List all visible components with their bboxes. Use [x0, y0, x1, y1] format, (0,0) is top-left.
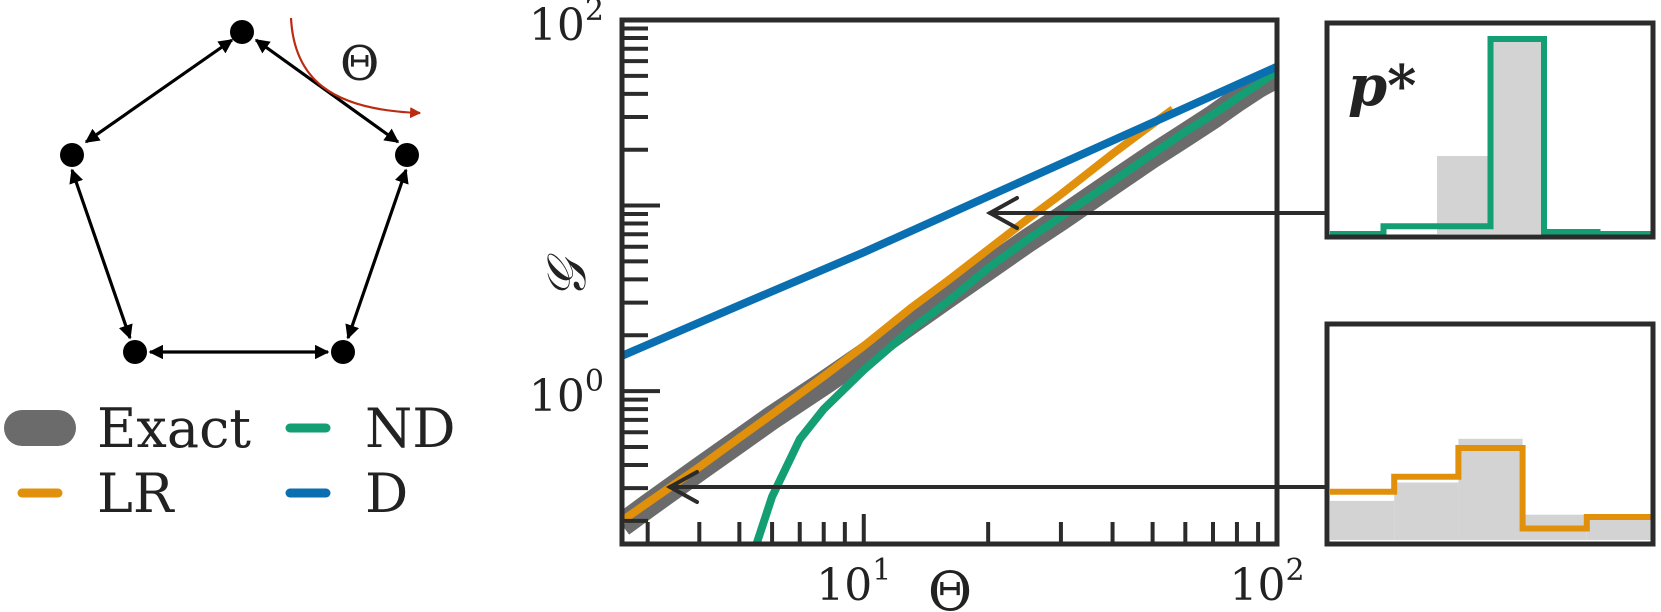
- hist-bg-bar: [1490, 39, 1544, 234]
- main-ticks: [622, 18, 1279, 544]
- theta-label: Θ: [340, 36, 379, 92]
- main-tick-labels: 101 102 100 102: [529, 0, 1305, 611]
- graph-node: [230, 20, 254, 44]
- inset-top-frame: [1324, 20, 1656, 240]
- legend-d-label: D: [365, 462, 408, 525]
- edge-top-left: [84, 38, 234, 144]
- legend: Exact ND LR D: [4, 397, 456, 525]
- legend-exact-label: Exact: [97, 397, 251, 460]
- inset-top: p*: [1324, 20, 1656, 240]
- inset-top-title: p*: [1348, 53, 1416, 119]
- y-axis-label: 𝒢: [535, 252, 598, 299]
- graph-node: [60, 143, 84, 167]
- graph-node: [331, 340, 355, 364]
- main-chart: 101 102 100 102 Θ 𝒢: [529, 0, 1305, 612]
- y-tick-label: 102: [529, 0, 604, 51]
- hist-bg-bar: [1437, 156, 1491, 234]
- edge-right: [345, 168, 409, 340]
- hist-step-nd: [1330, 36, 1651, 237]
- inset-bottom: [1324, 321, 1656, 547]
- series-line-nd: [752, 67, 1277, 544]
- graph-node: [123, 340, 147, 364]
- edge-left: [69, 168, 133, 340]
- main-series: [622, 63, 1277, 544]
- hist-bg-bar: [1458, 438, 1523, 540]
- inset-bottom-frame: [1324, 321, 1656, 547]
- graph-nodes: [60, 20, 419, 364]
- hist-bg-bar: [1394, 482, 1459, 540]
- connector-bottom-arrowhead: [665, 470, 699, 504]
- legend-lr-label: LR: [97, 462, 175, 525]
- legend-nd-label: ND: [365, 397, 456, 460]
- series-line-d: [622, 63, 1277, 360]
- y-tick-label: 100: [529, 364, 604, 422]
- connectors: [665, 196, 1327, 504]
- graph-edges: [69, 38, 409, 360]
- x-tick-label: 102: [1229, 553, 1304, 611]
- network-graph: Θ: [60, 17, 422, 364]
- connector-top-arrowhead: [985, 196, 1019, 230]
- hist-step-lr: [1330, 445, 1651, 532]
- theta-rotation-arrow: [289, 17, 422, 119]
- hist-bg-bar: [1586, 519, 1651, 540]
- hist-bg-bar: [1330, 500, 1395, 540]
- main-plot-frame: [619, 17, 1280, 547]
- legend-exact-swatch: [4, 410, 76, 446]
- x-axis-label: Θ: [928, 560, 972, 612]
- series-line-lr: [622, 106, 1176, 525]
- x-tick-label: 101: [816, 553, 891, 611]
- graph-node: [395, 143, 419, 167]
